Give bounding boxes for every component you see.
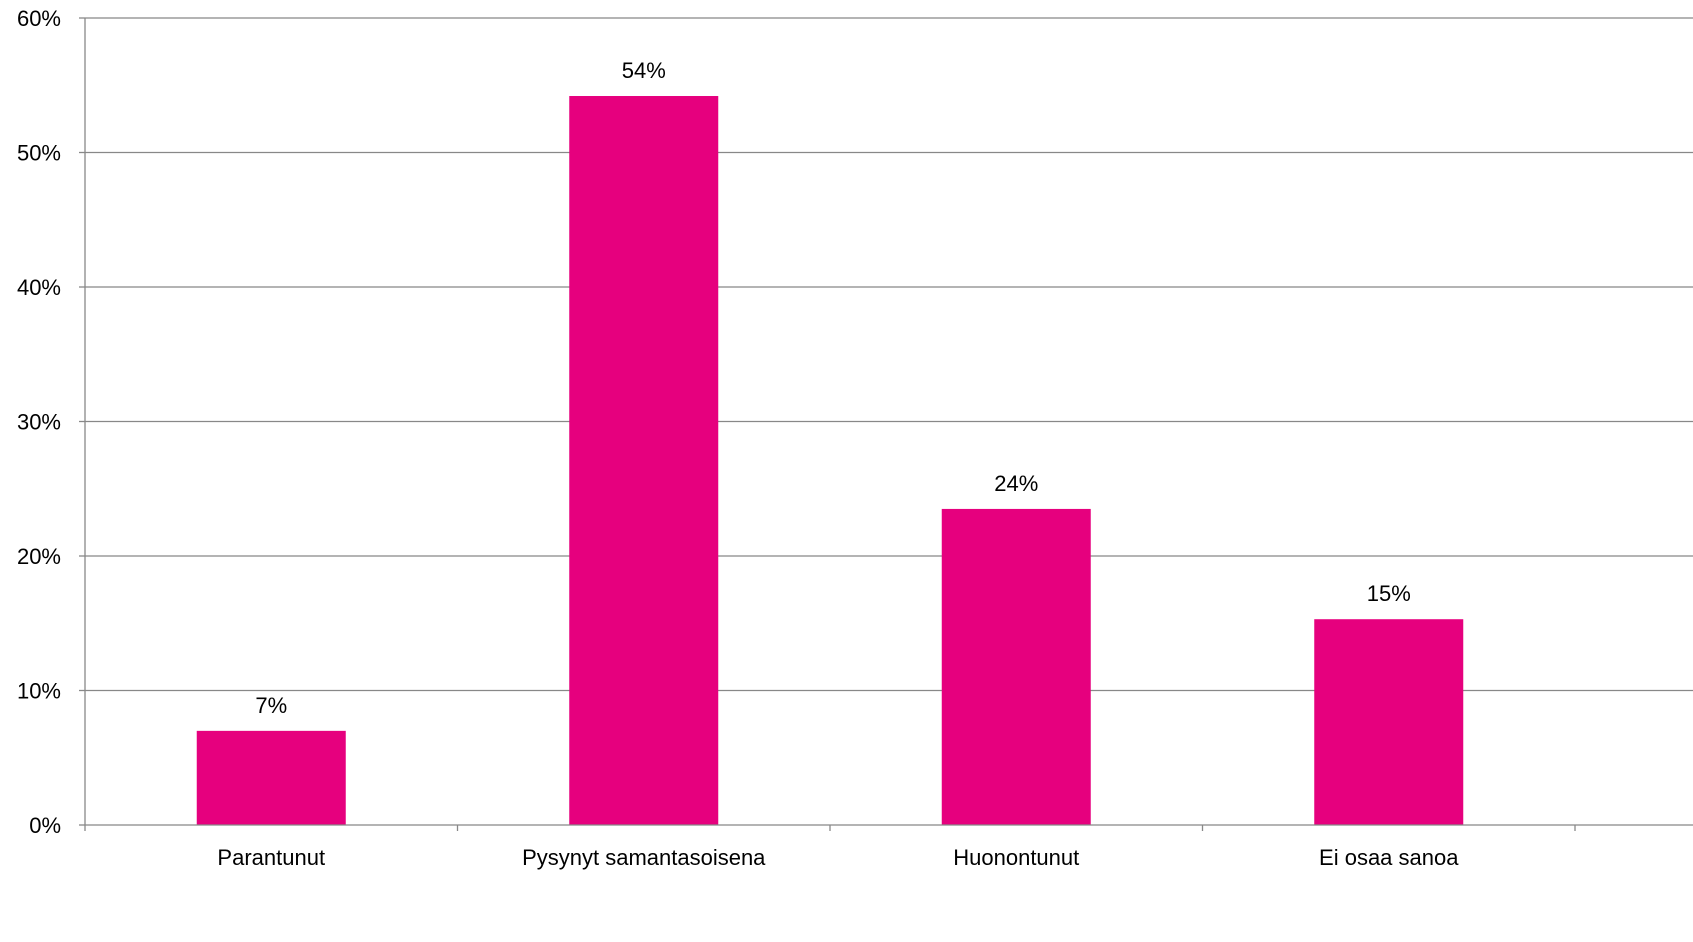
y-tick-label: 20% (17, 544, 61, 569)
x-category-label: Huonontunut (953, 845, 1079, 870)
y-tick-label: 30% (17, 410, 61, 435)
x-category-label: Ei osaa sanoa (1319, 845, 1459, 870)
axes (79, 17, 1693, 831)
data-label: 15% (1367, 581, 1411, 606)
y-tick-label: 60% (17, 6, 61, 31)
data-label: 7% (255, 693, 287, 718)
y-tick-label: 50% (17, 141, 61, 166)
x-category-label: Parantunut (217, 845, 325, 870)
labels: 0% 10% 20% 30% 40% 50% 60% 7% Parantunut 54% Pysyn… (17, 6, 1459, 870)
data-label: 54% (622, 58, 666, 83)
bar (196, 730, 346, 825)
bars (196, 96, 1464, 825)
bar (941, 508, 1091, 825)
bar (1314, 619, 1464, 825)
data-label: 24% (994, 471, 1038, 496)
gridlines (85, 17, 1693, 692)
y-tick-label: 40% (17, 275, 61, 300)
bar (569, 96, 719, 825)
x-category-label: Pysynyt samantasoisena (522, 845, 766, 870)
y-tick-label: 10% (17, 679, 61, 704)
y-tick-label: 0% (29, 813, 61, 838)
